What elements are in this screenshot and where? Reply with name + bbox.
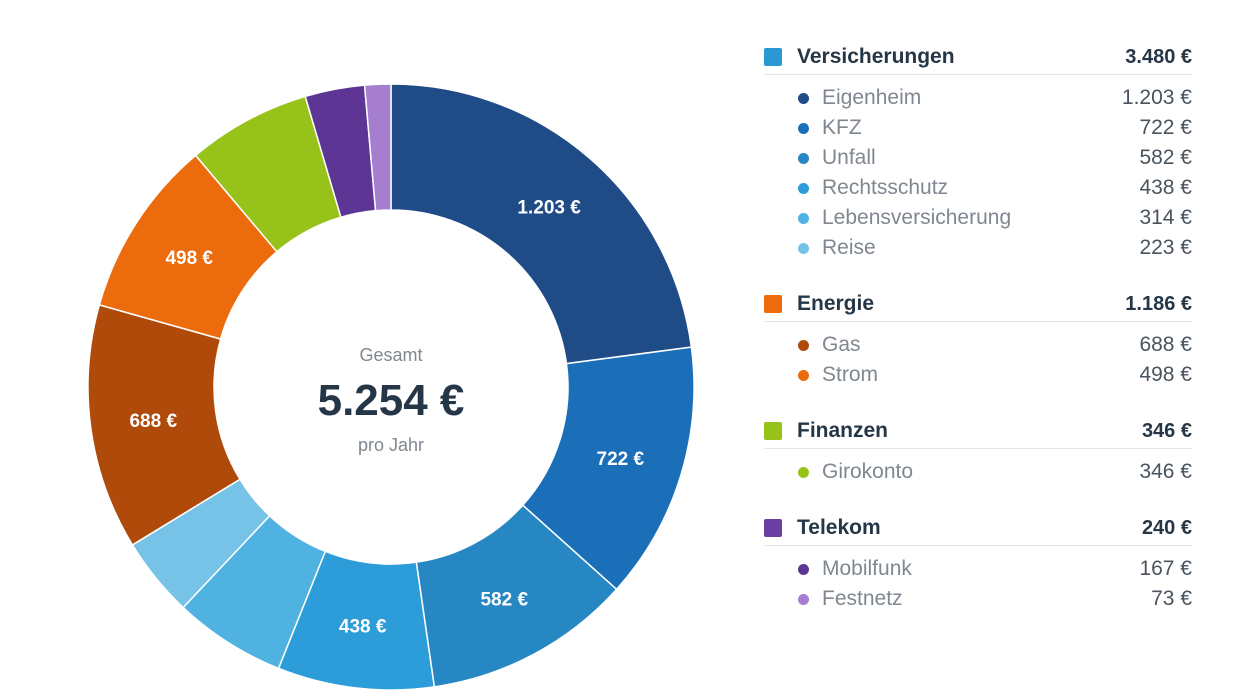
legend-item-dot <box>798 182 809 194</box>
legend-group-versicherungen: Versicherungen 3.480 € Eigenheim 1.203 € KFZ… <box>764 40 1192 263</box>
legend-item-value: 722 € <box>1139 116 1192 139</box>
legend-item: Girokonto 346 € <box>764 457 1192 487</box>
legend-item-value: 438 € <box>1139 176 1192 199</box>
legend-item: Unfall 582 € <box>764 143 1192 173</box>
legend-item-dot <box>798 212 809 224</box>
legend-item-value: 688 € <box>1139 333 1192 356</box>
donut-chart: 1.203 €722 €582 €438 €688 €498 € Gesamt … <box>87 83 695 691</box>
donut-slice-labels: 1.203 € 722 € 582 € 438 € 688 € 498 € <box>129 197 644 637</box>
legend-item-dot <box>798 122 809 134</box>
legend-item: Eigenheim 1.203 € <box>764 83 1192 113</box>
center-label: Gesamt <box>359 345 422 365</box>
legend-item-name: Strom <box>822 363 879 386</box>
legend-group-swatch <box>764 519 782 537</box>
legend-item-name: Festnetz <box>822 587 903 610</box>
legend-group-telekom: Telekom 240 € Mobilfunk 167 € Festnetz 73 € <box>764 511 1192 614</box>
legend-item-name: Rechtsschutz <box>822 176 949 199</box>
legend-item: Lebensversicherung 314 € <box>764 203 1192 233</box>
legend-item-name: Unfall <box>822 146 876 169</box>
legend-item-dot <box>798 152 809 164</box>
legend-item-value: 167 € <box>1139 557 1192 580</box>
donut-slice-label: 688 € <box>129 411 177 432</box>
legend-group-value: 3.480 € <box>1125 45 1192 68</box>
donut-slices <box>87 83 695 691</box>
donut-slice-festnetz[interactable] <box>363 83 392 212</box>
legend-item-name: Gas <box>822 333 861 356</box>
center-sublabel: pro Jahr <box>358 435 424 455</box>
donut-slice-label: 582 € <box>480 590 528 611</box>
donut-slice-kfz[interactable] <box>521 346 695 591</box>
donut-slice-label: 498 € <box>165 248 213 269</box>
legend-group-name: Telekom <box>797 516 881 539</box>
legend-group-finanzen: Finanzen 346 € Girokonto 346 € <box>764 414 1192 487</box>
donut-slice-eigenheim[interactable] <box>390 83 693 365</box>
legend-item-dot <box>798 466 809 478</box>
legend-group-header: Telekom 240 € <box>764 511 1192 546</box>
legend-group-swatch <box>764 295 782 313</box>
legend-group-swatch <box>764 422 782 440</box>
legend-group-header: Finanzen 346 € <box>764 414 1192 449</box>
legend-item-value: 582 € <box>1139 146 1192 169</box>
center-total: 5.254 € <box>318 376 465 425</box>
legend-item-name: Lebensversicherung <box>822 206 1012 229</box>
donut-slice-label: 722 € <box>597 449 645 470</box>
legend-group-value: 1.186 € <box>1125 292 1192 315</box>
legend-group-value: 346 € <box>1141 419 1192 442</box>
legend-group-name: Finanzen <box>797 419 889 442</box>
legend-item: Reise 223 € <box>764 233 1192 263</box>
legend-item-value: 73 € <box>1151 587 1192 610</box>
legend-item-value: 498 € <box>1139 363 1192 386</box>
donut-slice-label: 438 € <box>339 616 387 637</box>
legend-group-swatch <box>764 48 782 66</box>
donut-slice-label: 1.203 € <box>517 197 581 218</box>
legend-group-value: 240 € <box>1141 516 1192 539</box>
legend-item-value: 314 € <box>1139 206 1192 229</box>
legend-item-dot <box>798 242 809 254</box>
legend-item-dot <box>798 593 809 605</box>
legend-item-value: 223 € <box>1139 236 1192 259</box>
legend-item: Strom 498 € <box>764 360 1192 390</box>
legend-item-name: Girokonto <box>822 460 914 483</box>
legend-item-name: Mobilfunk <box>822 557 912 580</box>
legend-item-dot <box>798 369 809 381</box>
legend-item-dot <box>798 92 809 104</box>
legend-group-header: Versicherungen 3.480 € <box>764 40 1192 75</box>
legend-item-dot <box>798 339 809 351</box>
legend-group-energie: Energie 1.186 € Gas 688 € Strom 498 € <box>764 287 1192 390</box>
legend-item: Rechtsschutz 438 € <box>764 173 1192 203</box>
legend-item: KFZ 722 € <box>764 113 1192 143</box>
legend-item-name: KFZ <box>822 116 862 139</box>
legend-group-header: Energie 1.186 € <box>764 287 1192 322</box>
legend-item: Mobilfunk 167 € <box>764 554 1192 584</box>
legend-group-name: Energie <box>797 292 875 315</box>
legend: Versicherungen 3.480 € Eigenheim 1.203 € KFZ… <box>764 40 1192 638</box>
legend-item-name: Eigenheim <box>822 86 922 109</box>
legend-group-name: Versicherungen <box>797 45 955 68</box>
legend-item-name: Reise <box>822 236 876 259</box>
legend-item-dot <box>798 563 809 575</box>
legend-item: Gas 688 € <box>764 330 1192 360</box>
legend-item-value: 346 € <box>1139 460 1192 483</box>
legend-item-value: 1.203 € <box>1121 86 1192 109</box>
legend-item: Festnetz 73 € <box>764 584 1192 614</box>
